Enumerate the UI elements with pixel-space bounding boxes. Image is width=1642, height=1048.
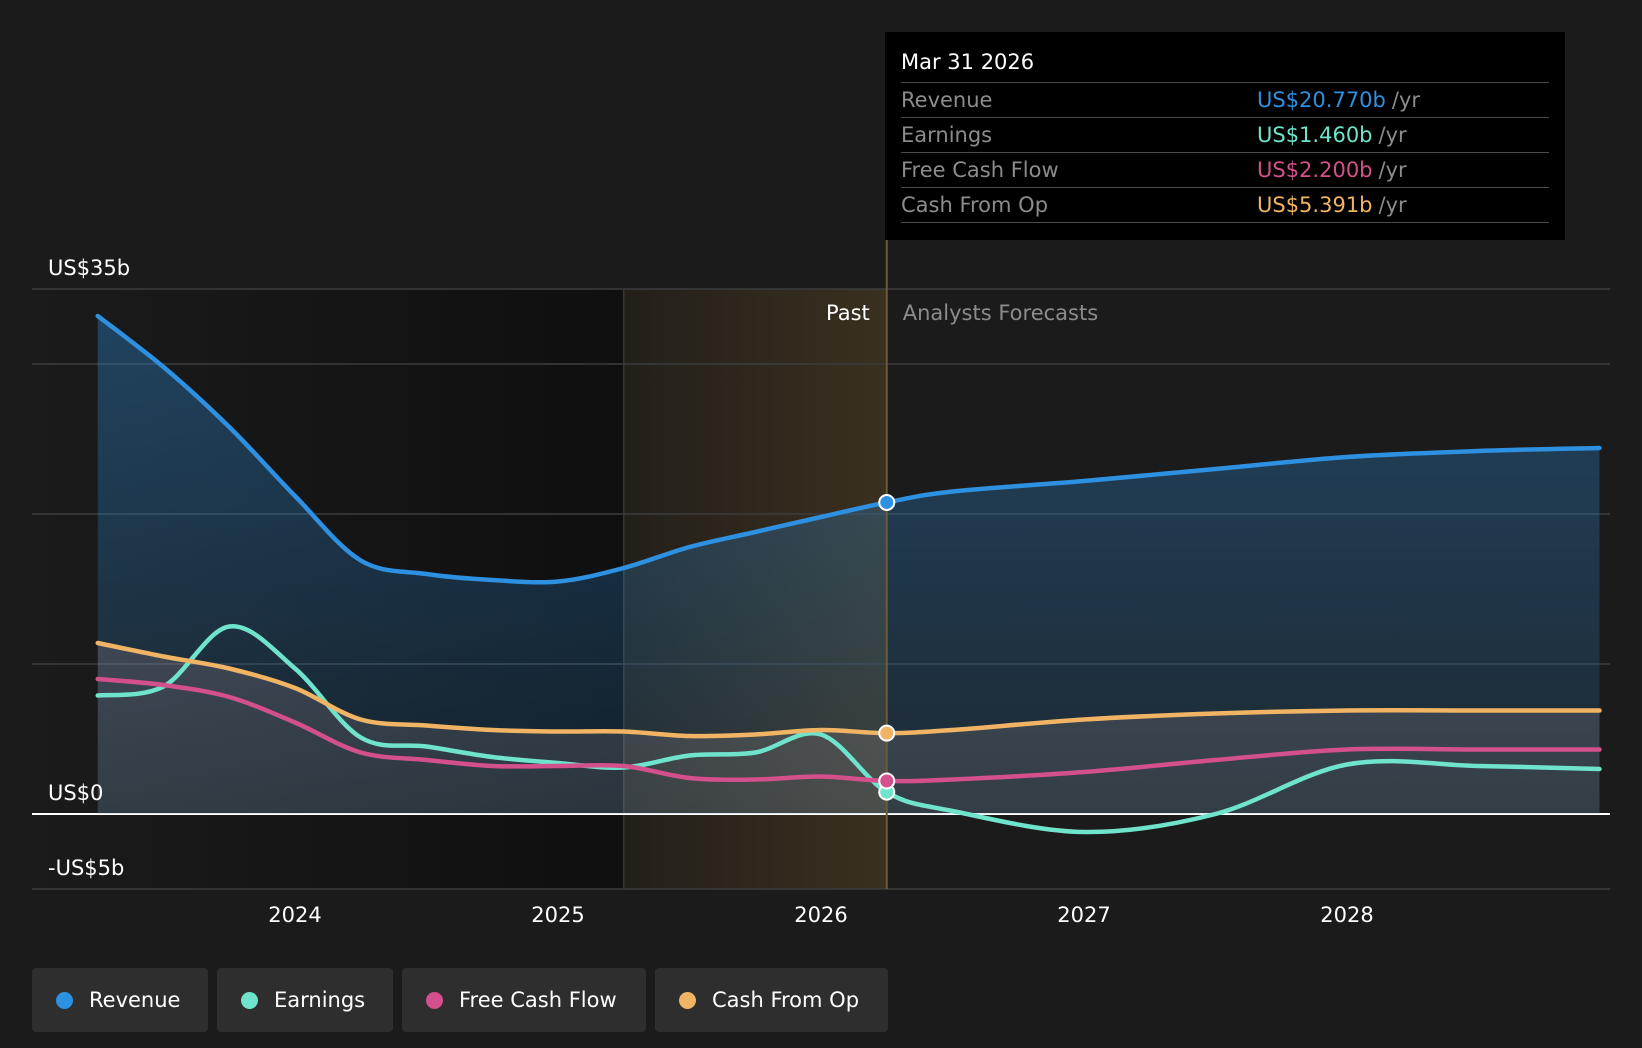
marker-revenue xyxy=(878,493,896,511)
past-label: Past xyxy=(826,301,870,325)
legend-dot-icon xyxy=(679,991,696,1009)
y-tick-label: -US$5b xyxy=(48,856,124,880)
tooltip-unit: /yr xyxy=(1391,88,1421,112)
tooltip-label: Free Cash Flow xyxy=(901,158,1059,182)
tooltip-date: Mar 31 2026 xyxy=(901,46,1549,83)
tooltip-label: Revenue xyxy=(901,88,993,112)
y-tick-label: US$0 xyxy=(48,781,103,805)
x-tick-label: 2028 xyxy=(1320,903,1373,927)
forecast-label: Analysts Forecasts xyxy=(903,301,1098,325)
tooltip: Mar 31 2026 Revenue US$20.770b /yr Earni… xyxy=(885,32,1565,240)
legend-item-earnings[interactable]: Earnings xyxy=(217,968,393,1032)
legend-label: Earnings xyxy=(274,988,366,1012)
tooltip-row-revenue: Revenue US$20.770b /yr xyxy=(901,83,1549,118)
tooltip-row-earnings: Earnings US$1.460b /yr xyxy=(901,118,1549,153)
x-tick-label: 2025 xyxy=(531,903,584,927)
tooltip-value: US$20.770b xyxy=(1257,88,1386,112)
legend-dot-icon xyxy=(426,991,443,1009)
x-tick-label: 2024 xyxy=(268,903,321,927)
marker-free-cash-flow xyxy=(878,772,896,790)
series-line-free-cash-flow xyxy=(95,676,1602,784)
tooltip-unit: /yr xyxy=(1378,123,1407,147)
legend-label: Cash From Op xyxy=(712,988,860,1012)
tooltip-row-free-cash-flow: Free Cash Flow US$2.200b /yr xyxy=(901,153,1549,188)
cash-from-op-area xyxy=(97,643,1600,814)
legend-item-cash-from-op[interactable]: Cash From Op xyxy=(655,968,888,1032)
x-tick-label: 2027 xyxy=(1057,903,1110,927)
tooltip-value: US$5.391b xyxy=(1257,193,1373,217)
legend-item-free-cash-flow[interactable]: Free Cash Flow xyxy=(402,968,646,1032)
tooltip-row-cash-from-op: Cash From Op US$5.391b /yr xyxy=(901,188,1549,223)
marker-cash-from-op xyxy=(878,724,896,742)
series-line-cash-from-op xyxy=(95,640,1602,739)
x-tick-label: 2026 xyxy=(794,903,847,927)
tooltip-unit: /yr xyxy=(1378,193,1407,217)
tooltip-label: Earnings xyxy=(901,123,993,147)
tooltip-value: US$1.460b xyxy=(1257,123,1373,147)
y-tick-label: US$35b xyxy=(48,256,130,280)
tooltip-value: US$2.200b xyxy=(1257,158,1373,182)
legend-dot-icon xyxy=(241,991,258,1009)
legend-label: Free Cash Flow xyxy=(459,988,617,1012)
legend: Revenue Earnings Free Cash Flow Cash Fro… xyxy=(32,968,888,1032)
legend-item-revenue[interactable]: Revenue xyxy=(32,968,208,1032)
revenue-area xyxy=(97,316,1600,814)
legend-dot-icon xyxy=(56,991,73,1009)
series-line-earnings xyxy=(95,624,1602,835)
legend-label: Revenue xyxy=(89,988,181,1012)
series-line-revenue xyxy=(95,313,1602,585)
tooltip-label: Cash From Op xyxy=(901,193,1049,217)
tooltip-unit: /yr xyxy=(1378,158,1407,182)
